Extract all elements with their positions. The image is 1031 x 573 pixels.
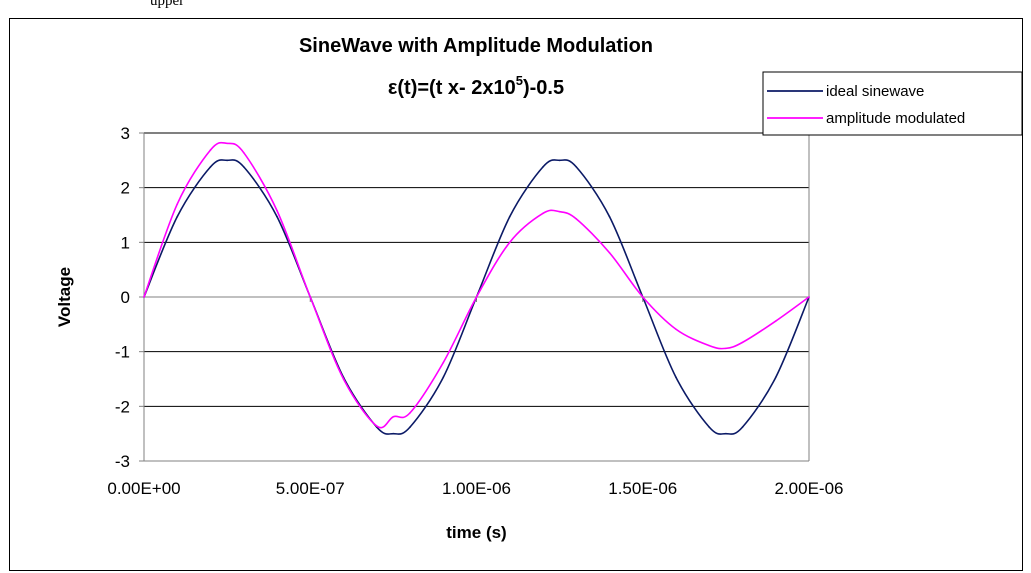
legend-label: ideal sinewave bbox=[826, 83, 924, 100]
data-point bbox=[675, 376, 677, 379]
data-point bbox=[508, 215, 511, 218]
x-tick-label: 2.00E-06 bbox=[775, 479, 844, 498]
y-tick-label: 2 bbox=[121, 179, 130, 198]
data-point bbox=[442, 376, 445, 379]
data-point bbox=[226, 159, 228, 162]
x-tick-label: 5.00E-07 bbox=[276, 479, 345, 498]
data-point bbox=[708, 344, 711, 347]
data-point bbox=[276, 215, 278, 218]
legend-box bbox=[762, 71, 1023, 136]
y-tick-label: -3 bbox=[115, 452, 130, 471]
data-point bbox=[725, 347, 727, 350]
document-caption-fragment: upper bbox=[150, 0, 185, 9]
data-point bbox=[774, 320, 777, 322]
data-point bbox=[725, 432, 727, 435]
data-point bbox=[176, 203, 179, 205]
data-point bbox=[641, 296, 644, 298]
data-point bbox=[309, 296, 312, 298]
data-point bbox=[276, 209, 278, 212]
chart-title: SineWave with Amplitude Modulation bbox=[299, 35, 653, 57]
data-point bbox=[508, 241, 511, 244]
data-point bbox=[242, 151, 245, 154]
y-axis-title: Voltage bbox=[55, 267, 74, 327]
y-tick-label: -1 bbox=[115, 343, 130, 362]
chart-subtitle-prefix: ε(t)=(t x- 2x10 bbox=[388, 77, 516, 99]
data-point bbox=[675, 328, 677, 331]
y-tick-label: 1 bbox=[121, 233, 130, 252]
data-point bbox=[143, 296, 145, 298]
series-line-amplitude-modulated bbox=[143, 141, 810, 429]
data-point bbox=[542, 212, 544, 215]
data-point bbox=[774, 376, 777, 379]
y-tick-label: 3 bbox=[121, 124, 130, 143]
x-tick-label: 1.50E-06 bbox=[608, 479, 677, 498]
x-tick-label: 0.00E+00 bbox=[107, 479, 180, 498]
data-point bbox=[392, 432, 395, 435]
data-point bbox=[409, 426, 411, 428]
data-point bbox=[375, 425, 378, 427]
data-point bbox=[409, 412, 411, 414]
data-point bbox=[176, 215, 179, 218]
data-point bbox=[608, 215, 611, 218]
x-axis-title: time (s) bbox=[446, 523, 506, 542]
legend-label: amplitude modulated bbox=[826, 110, 965, 127]
data-point bbox=[558, 210, 561, 213]
chart-frame: SineWave with Amplitude Modulation ε(t)=(… bbox=[9, 18, 1023, 571]
data-point bbox=[392, 415, 395, 418]
chart-subtitle-superscript: 5 bbox=[516, 73, 523, 88]
data-point bbox=[442, 361, 445, 364]
data-point bbox=[575, 218, 578, 220]
data-point bbox=[242, 166, 245, 168]
data-point bbox=[708, 426, 711, 428]
x-tick-label: 1.00E-06 bbox=[442, 479, 511, 498]
chart-svg: SineWave with Amplitude Modulation ε(t)=(… bbox=[55, 35, 1023, 542]
chart-subtitle: ε(t)=(t x- 2x105)-0.5 bbox=[388, 73, 564, 99]
data-point bbox=[741, 426, 744, 428]
data-point bbox=[608, 251, 611, 254]
data-point bbox=[342, 378, 345, 380]
data-point bbox=[209, 149, 212, 151]
data-point bbox=[741, 341, 744, 344]
data-point bbox=[575, 166, 578, 168]
data-point bbox=[226, 142, 228, 145]
data-point bbox=[209, 166, 212, 168]
data-point bbox=[808, 296, 810, 298]
chart-subtitle-suffix: )-0.5 bbox=[523, 77, 564, 99]
y-tick-label: -2 bbox=[115, 397, 130, 416]
data-point bbox=[542, 166, 544, 168]
data-point bbox=[475, 296, 478, 298]
y-tick-label: 0 bbox=[121, 288, 130, 307]
data-point bbox=[558, 159, 561, 162]
